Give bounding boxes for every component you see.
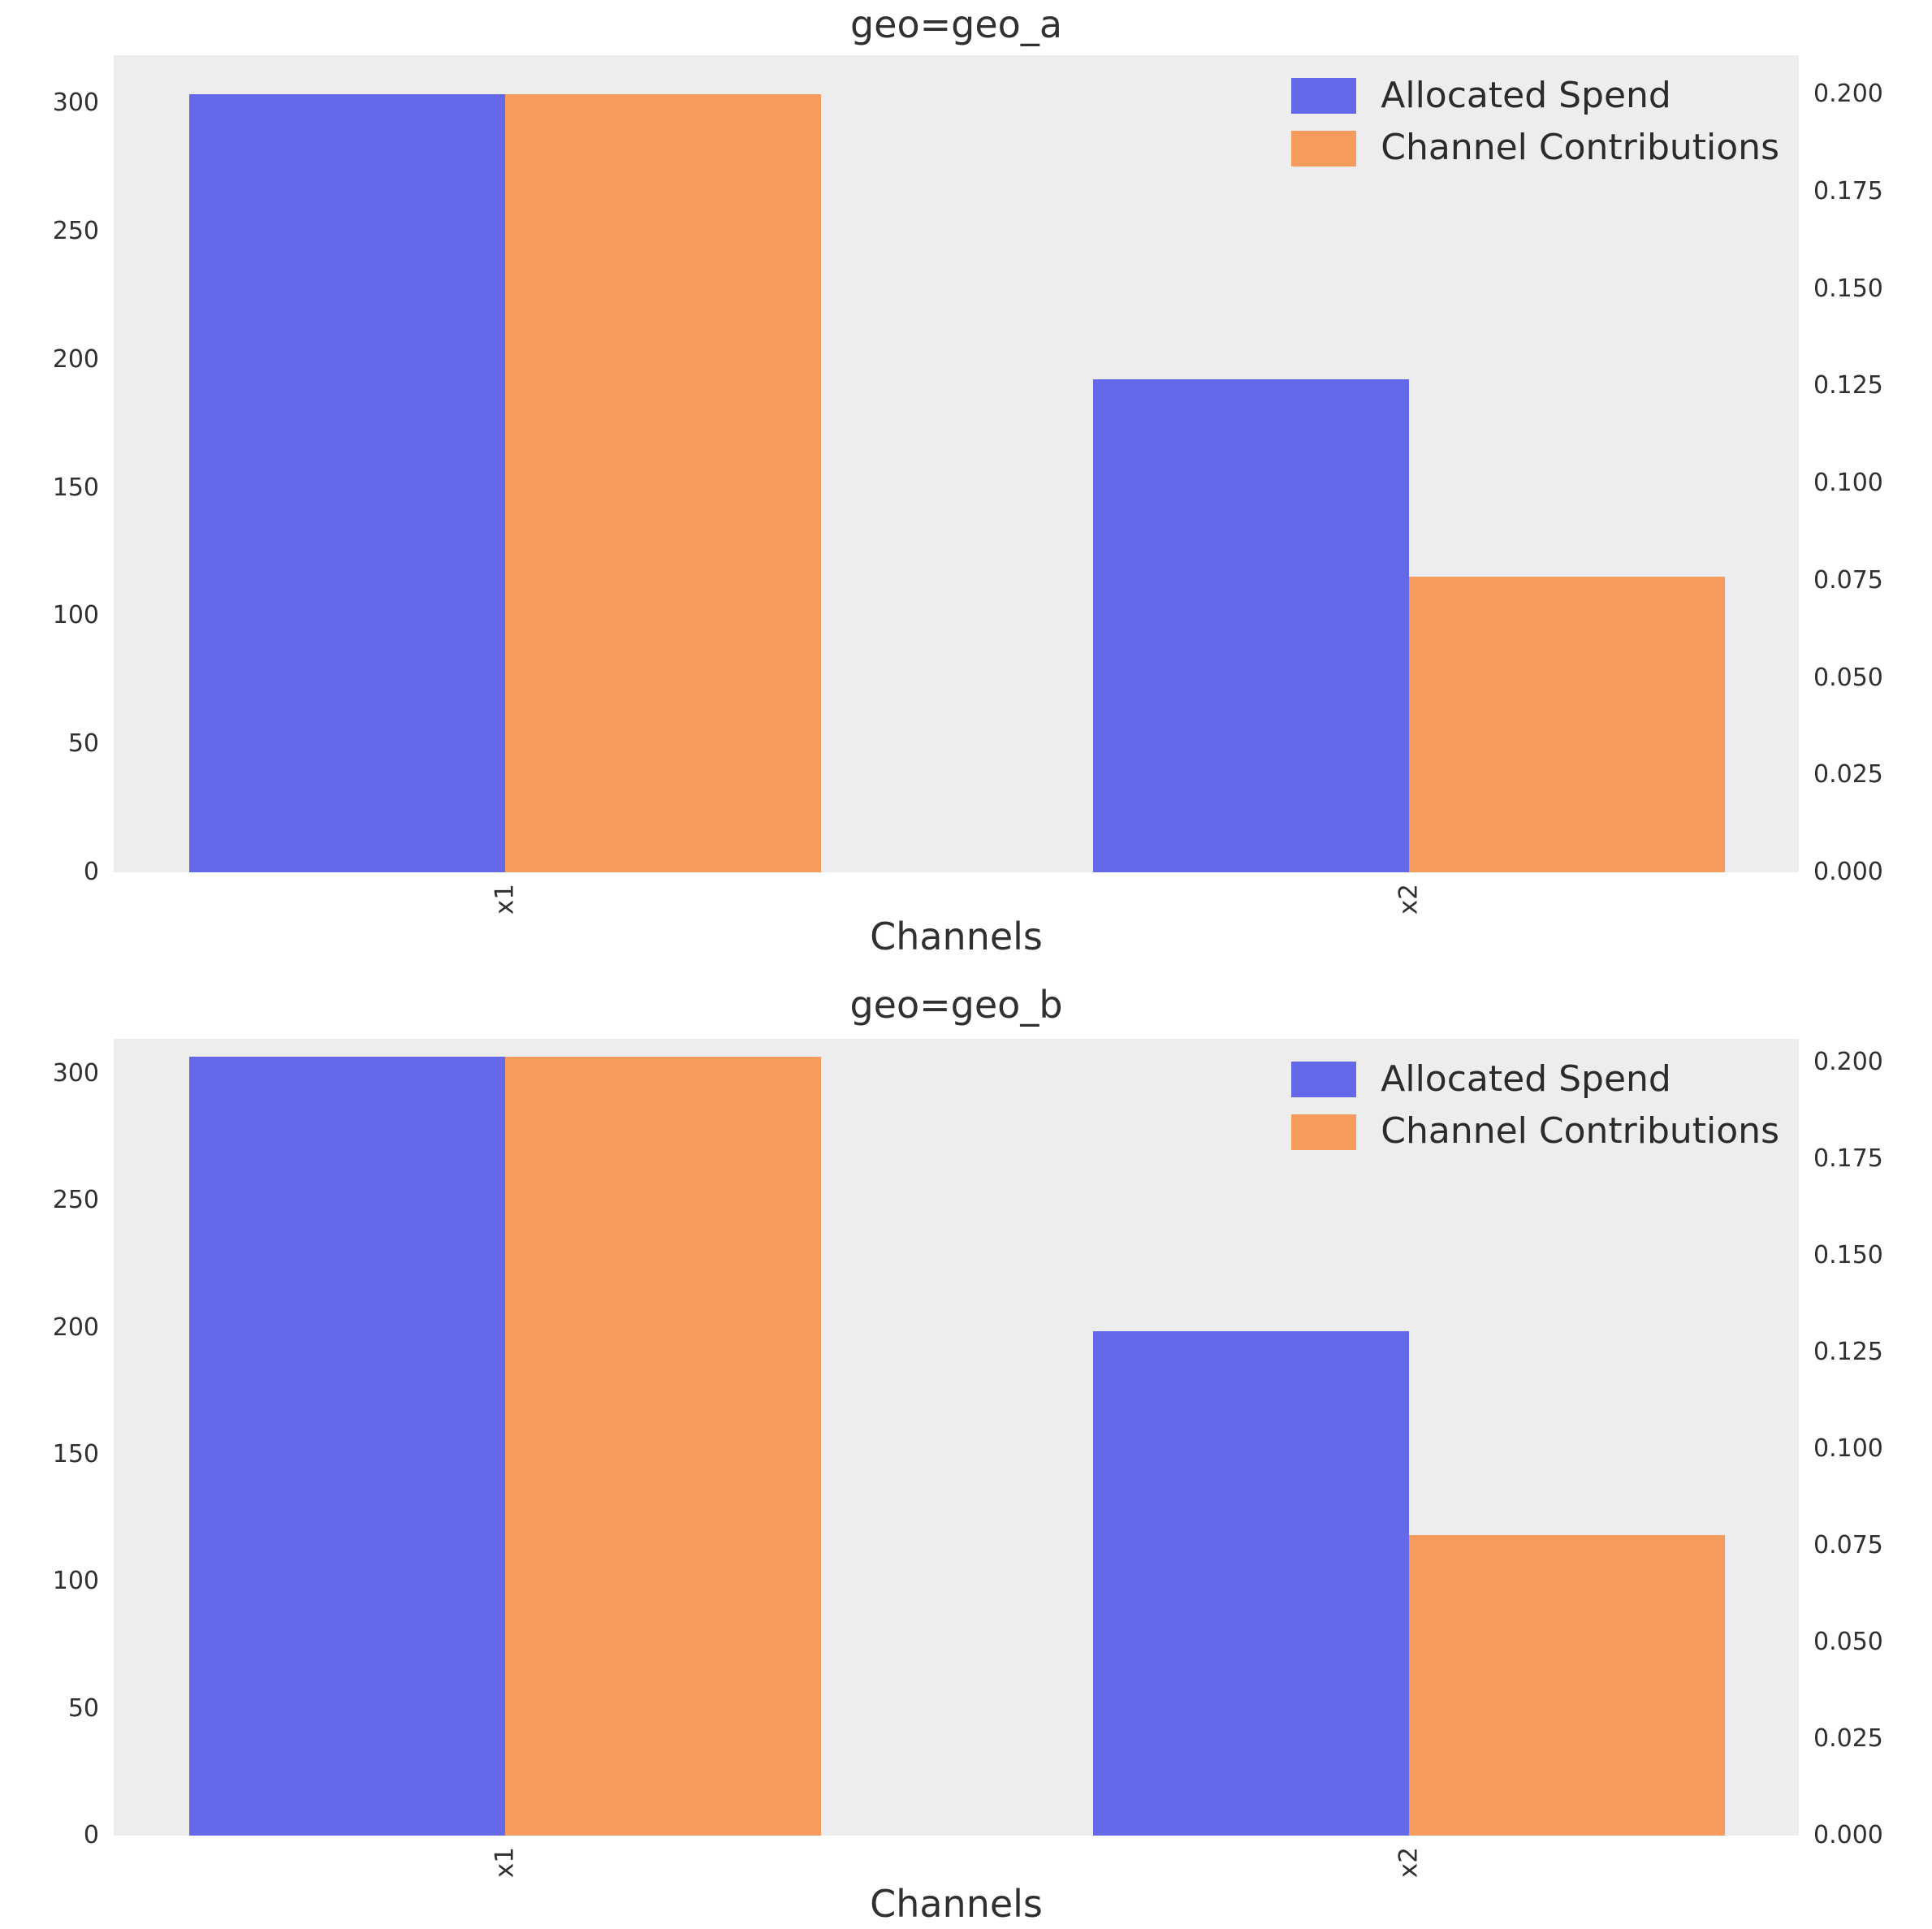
- legend-label-allocated-spend: Allocated Spend: [1381, 75, 1671, 116]
- right-axis-tick: 0.175: [1813, 177, 1883, 206]
- left-axis-tick: 150: [52, 1439, 99, 1468]
- right-axis-tick: 0.100: [1813, 1434, 1883, 1464]
- legend-label-channel-contributions: Channel Contributions: [1381, 127, 1779, 169]
- legend-label-allocated-spend: Allocated Spend: [1381, 1058, 1671, 1100]
- left-axis-tick: 100: [52, 601, 99, 630]
- bar-allocated-spend-x1: [188, 94, 506, 872]
- bar-channel-contributions-x2: [1409, 1534, 1726, 1836]
- bar-channel-contributions-x1: [505, 94, 822, 872]
- legend-item-allocated-spend: Allocated Spend: [1291, 76, 1671, 115]
- legend-swatch-allocated-spend: [1291, 78, 1357, 115]
- x-axis-label: Channels: [870, 915, 1043, 958]
- legend-swatch-channel-contributions: [1291, 130, 1357, 167]
- legend-item-channel-contributions: Channel Contributions: [1291, 128, 1779, 167]
- left-axis-tick: 50: [67, 1693, 99, 1723]
- bars-container: [114, 1039, 1799, 1836]
- right-axis-tick: 0.175: [1813, 1144, 1883, 1174]
- x-axis-tick-x2: x2: [1394, 1847, 1424, 1879]
- legend: Allocated Spend Channel Contributions: [1291, 76, 1779, 168]
- subplot-geo-a: geo=geo_a Allocated Spend Channel Contri…: [53, 2, 1883, 958]
- left-axis-tick: 100: [52, 1567, 99, 1596]
- right-axis-tick: 0.200: [1813, 1048, 1883, 1077]
- bar-allocated-spend-x2: [1092, 1330, 1410, 1836]
- right-axis-tick: 0.000: [1813, 858, 1883, 886]
- bar-allocated-spend-x2: [1092, 378, 1410, 872]
- left-axis-tick: 250: [52, 1186, 99, 1215]
- right-axis-tick: 0.025: [1813, 1724, 1883, 1754]
- right-axis-tick: 0.200: [1813, 80, 1883, 109]
- right-axis-tick: 0.000: [1813, 1821, 1883, 1849]
- right-axis-tick: 0.025: [1813, 760, 1883, 789]
- right-axis-tick: 0.100: [1813, 469, 1883, 498]
- legend-item-allocated-spend: Allocated Spend: [1291, 1058, 1671, 1100]
- left-axis-tick: 50: [67, 729, 99, 759]
- left-axis-tick: 0: [83, 1821, 99, 1849]
- plot-area: Allocated Spend Channel Contributions x1…: [53, 1039, 1883, 1878]
- right-axis-tick: 0.050: [1813, 1628, 1883, 1657]
- subplot-title: geo=geo_b: [849, 983, 1063, 1027]
- left-axis-tick: 200: [52, 344, 99, 374]
- left-axis-tick: 0: [83, 858, 99, 886]
- legend-swatch-channel-contributions: [1291, 1114, 1357, 1150]
- x-axis-tick-x1: x1: [490, 1847, 520, 1879]
- x-axis-label: Channels: [870, 1882, 1043, 1926]
- bar-channel-contributions-x2: [1409, 577, 1726, 872]
- left-axis-tick: 300: [52, 89, 99, 118]
- left-axis-tick: 300: [52, 1058, 99, 1088]
- right-axis-tick: 0.075: [1813, 1531, 1883, 1560]
- right-axis-tick: 0.150: [1813, 274, 1883, 303]
- right-axis-tick: 0.150: [1813, 1241, 1883, 1270]
- legend-swatch-allocated-spend: [1291, 1062, 1357, 1098]
- plot-area: Allocated Spend Channel Contributions x1…: [53, 55, 1883, 915]
- right-axis-tick: 0.125: [1813, 1338, 1883, 1367]
- left-axis-tick: 150: [52, 473, 99, 502]
- right-axis-tick: 0.050: [1813, 663, 1883, 692]
- right-axis-tick: 0.125: [1813, 371, 1883, 400]
- subplot-geo-b: geo=geo_b Allocated Spend Channel Contri…: [0, 959, 1932, 1929]
- left-axis-tick: 250: [52, 216, 99, 245]
- legend-label-channel-contributions: Channel Contributions: [1381, 1110, 1779, 1153]
- bar-channel-contributions-x1: [505, 1056, 822, 1836]
- left-axis-tick: 200: [52, 1313, 99, 1342]
- legend-item-channel-contributions: Channel Contributions: [1291, 1110, 1779, 1153]
- bars-container: [114, 55, 1799, 872]
- subplot-title: geo=geo_a: [849, 2, 1063, 46]
- right-axis-tick: 0.075: [1813, 565, 1883, 595]
- legend: Allocated Spend Channel Contributions: [1291, 1058, 1779, 1153]
- bar-allocated-spend-x1: [188, 1057, 506, 1836]
